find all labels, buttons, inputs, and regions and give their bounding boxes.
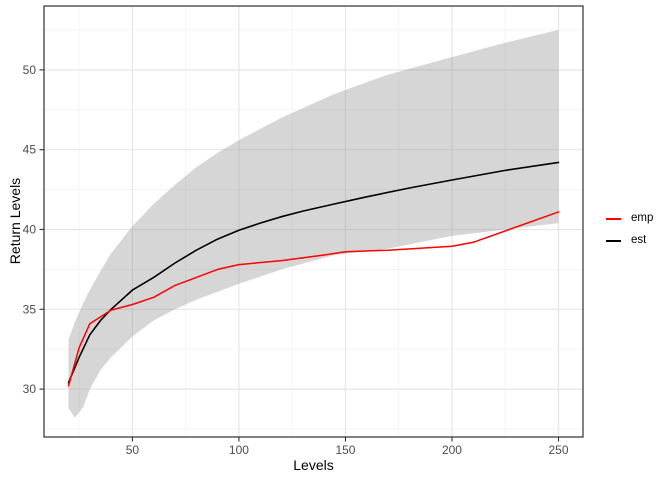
y-axis-title: Return Levels <box>7 177 23 265</box>
y-tick-label: 35 <box>23 302 37 316</box>
y-tick-label: 30 <box>23 382 37 396</box>
x-tick-label: 50 <box>126 443 140 457</box>
x-tick-label: 200 <box>442 443 462 457</box>
y-tick-label: 45 <box>23 143 37 157</box>
legend-label-emp: emp <box>631 212 654 224</box>
legend: emp est <box>606 212 653 247</box>
x-tick-label: 100 <box>229 443 249 457</box>
x-tick-label: 150 <box>335 443 355 457</box>
legend-label-est: est <box>631 234 647 246</box>
y-tick-label: 40 <box>23 222 37 236</box>
legend-key-est-line <box>606 239 621 242</box>
legend-item-est: est <box>606 234 653 247</box>
panel-border <box>43 5 584 438</box>
confidence-band <box>68 29 559 418</box>
series-line-emp <box>67 211 560 387</box>
x-tick-label: 250 <box>548 443 568 457</box>
plot-canvas: 50 100 150 200 250 30 35 40 45 50 <box>23 5 584 457</box>
legend-item-emp: emp <box>606 212 653 225</box>
series-line-est <box>67 161 560 384</box>
legend-key-emp-line <box>606 217 621 220</box>
x-axis-title: Levels <box>293 457 334 473</box>
y-tick-label: 50 <box>23 63 37 77</box>
panel-background <box>44 6 583 437</box>
